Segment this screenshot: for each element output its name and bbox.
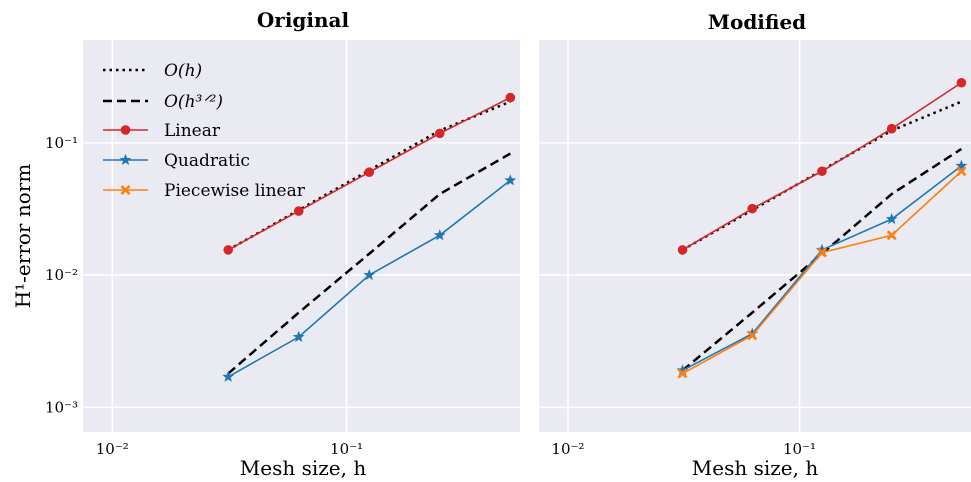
ticks-original: 10⁻² 10⁻¹ 10⁻³ 10⁻² 10⁻¹ [45, 134, 363, 458]
title-original: Original [257, 8, 350, 32]
x-tick-label: 10⁻¹ [330, 440, 363, 458]
panel-original: 10⁻² 10⁻¹ 10⁻³ 10⁻² 10⁻¹ Original Mesh size,… [11, 8, 520, 480]
data-point-quadratic [363, 268, 376, 281]
data-point-piecewise-linear [747, 330, 758, 341]
data-point-linear [956, 77, 967, 88]
series-line-o-h [227, 152, 511, 375]
plot-area-modified [539, 40, 971, 432]
x-tick-label: 10⁻² [551, 440, 584, 458]
legend: O(h) O(h³ᐟ²) Linear Quadratic Piecewise … [103, 61, 306, 201]
data-point-quadratic [292, 330, 305, 343]
data-point-linear [747, 203, 758, 214]
legend-quadratic-marker [119, 153, 132, 166]
y-tick-label: 10⁻² [45, 266, 78, 284]
x-tick-label: 10⁻² [96, 440, 129, 458]
data-point-linear [223, 245, 234, 255]
y-tick-label: 10⁻³ [45, 398, 78, 416]
data-point-linear [677, 245, 688, 255]
data-point-linear [434, 128, 445, 139]
data-point-linear [505, 92, 516, 103]
ylabel: H¹-error norm [11, 164, 35, 309]
data-point-piecewise-linear [677, 368, 688, 379]
xlabel-modified: Mesh size, h [692, 456, 819, 480]
y-tick-label: 10⁻¹ [45, 134, 78, 152]
legend-linear-label: Linear [164, 121, 221, 141]
data-point-linear [364, 167, 375, 177]
data-point-piecewise-linear [886, 230, 897, 241]
data-point-quadratic [676, 364, 689, 376]
data-point-quadratic [816, 243, 828, 255]
legend-oh-label: O(h) [164, 61, 202, 81]
data-point-quadratic [433, 229, 446, 241]
data-point-piecewise-linear [956, 166, 967, 177]
data-point-quadratic [885, 212, 898, 225]
legend-quadratic-label: Quadratic [164, 151, 250, 171]
data-point-linear [886, 123, 897, 134]
data-point-quadratic [504, 174, 517, 186]
data-point-quadratic [222, 370, 235, 382]
legend-oh32-label: O(h³ᐟ²) [164, 92, 223, 112]
grid-original [83, 40, 520, 432]
legend-piecewise-label: Piecewise linear [164, 181, 306, 201]
series-line-o-h [681, 100, 962, 251]
data-point-linear [293, 206, 304, 216]
plot-area-original [83, 40, 520, 432]
grid-modified [539, 40, 971, 432]
title-modified: Modified [708, 10, 806, 34]
data-point-quadratic [955, 159, 968, 171]
series-line-o-h [681, 147, 963, 372]
ticks-modified: 10⁻² 10⁻¹ [551, 440, 816, 458]
series-original [222, 92, 517, 382]
x-tick-label: 10⁻¹ [783, 440, 816, 458]
data-point-quadratic [746, 327, 759, 339]
legend-linear-marker [120, 125, 131, 135]
data-point-piecewise-linear [816, 247, 827, 258]
legend-piecewise-marker [120, 185, 131, 195]
series-modified [676, 77, 968, 379]
xlabel-original: Mesh size, h [240, 456, 367, 480]
data-point-linear [817, 166, 827, 177]
panel-modified: 10⁻² 10⁻¹ Modified Mesh size, h [539, 10, 971, 480]
